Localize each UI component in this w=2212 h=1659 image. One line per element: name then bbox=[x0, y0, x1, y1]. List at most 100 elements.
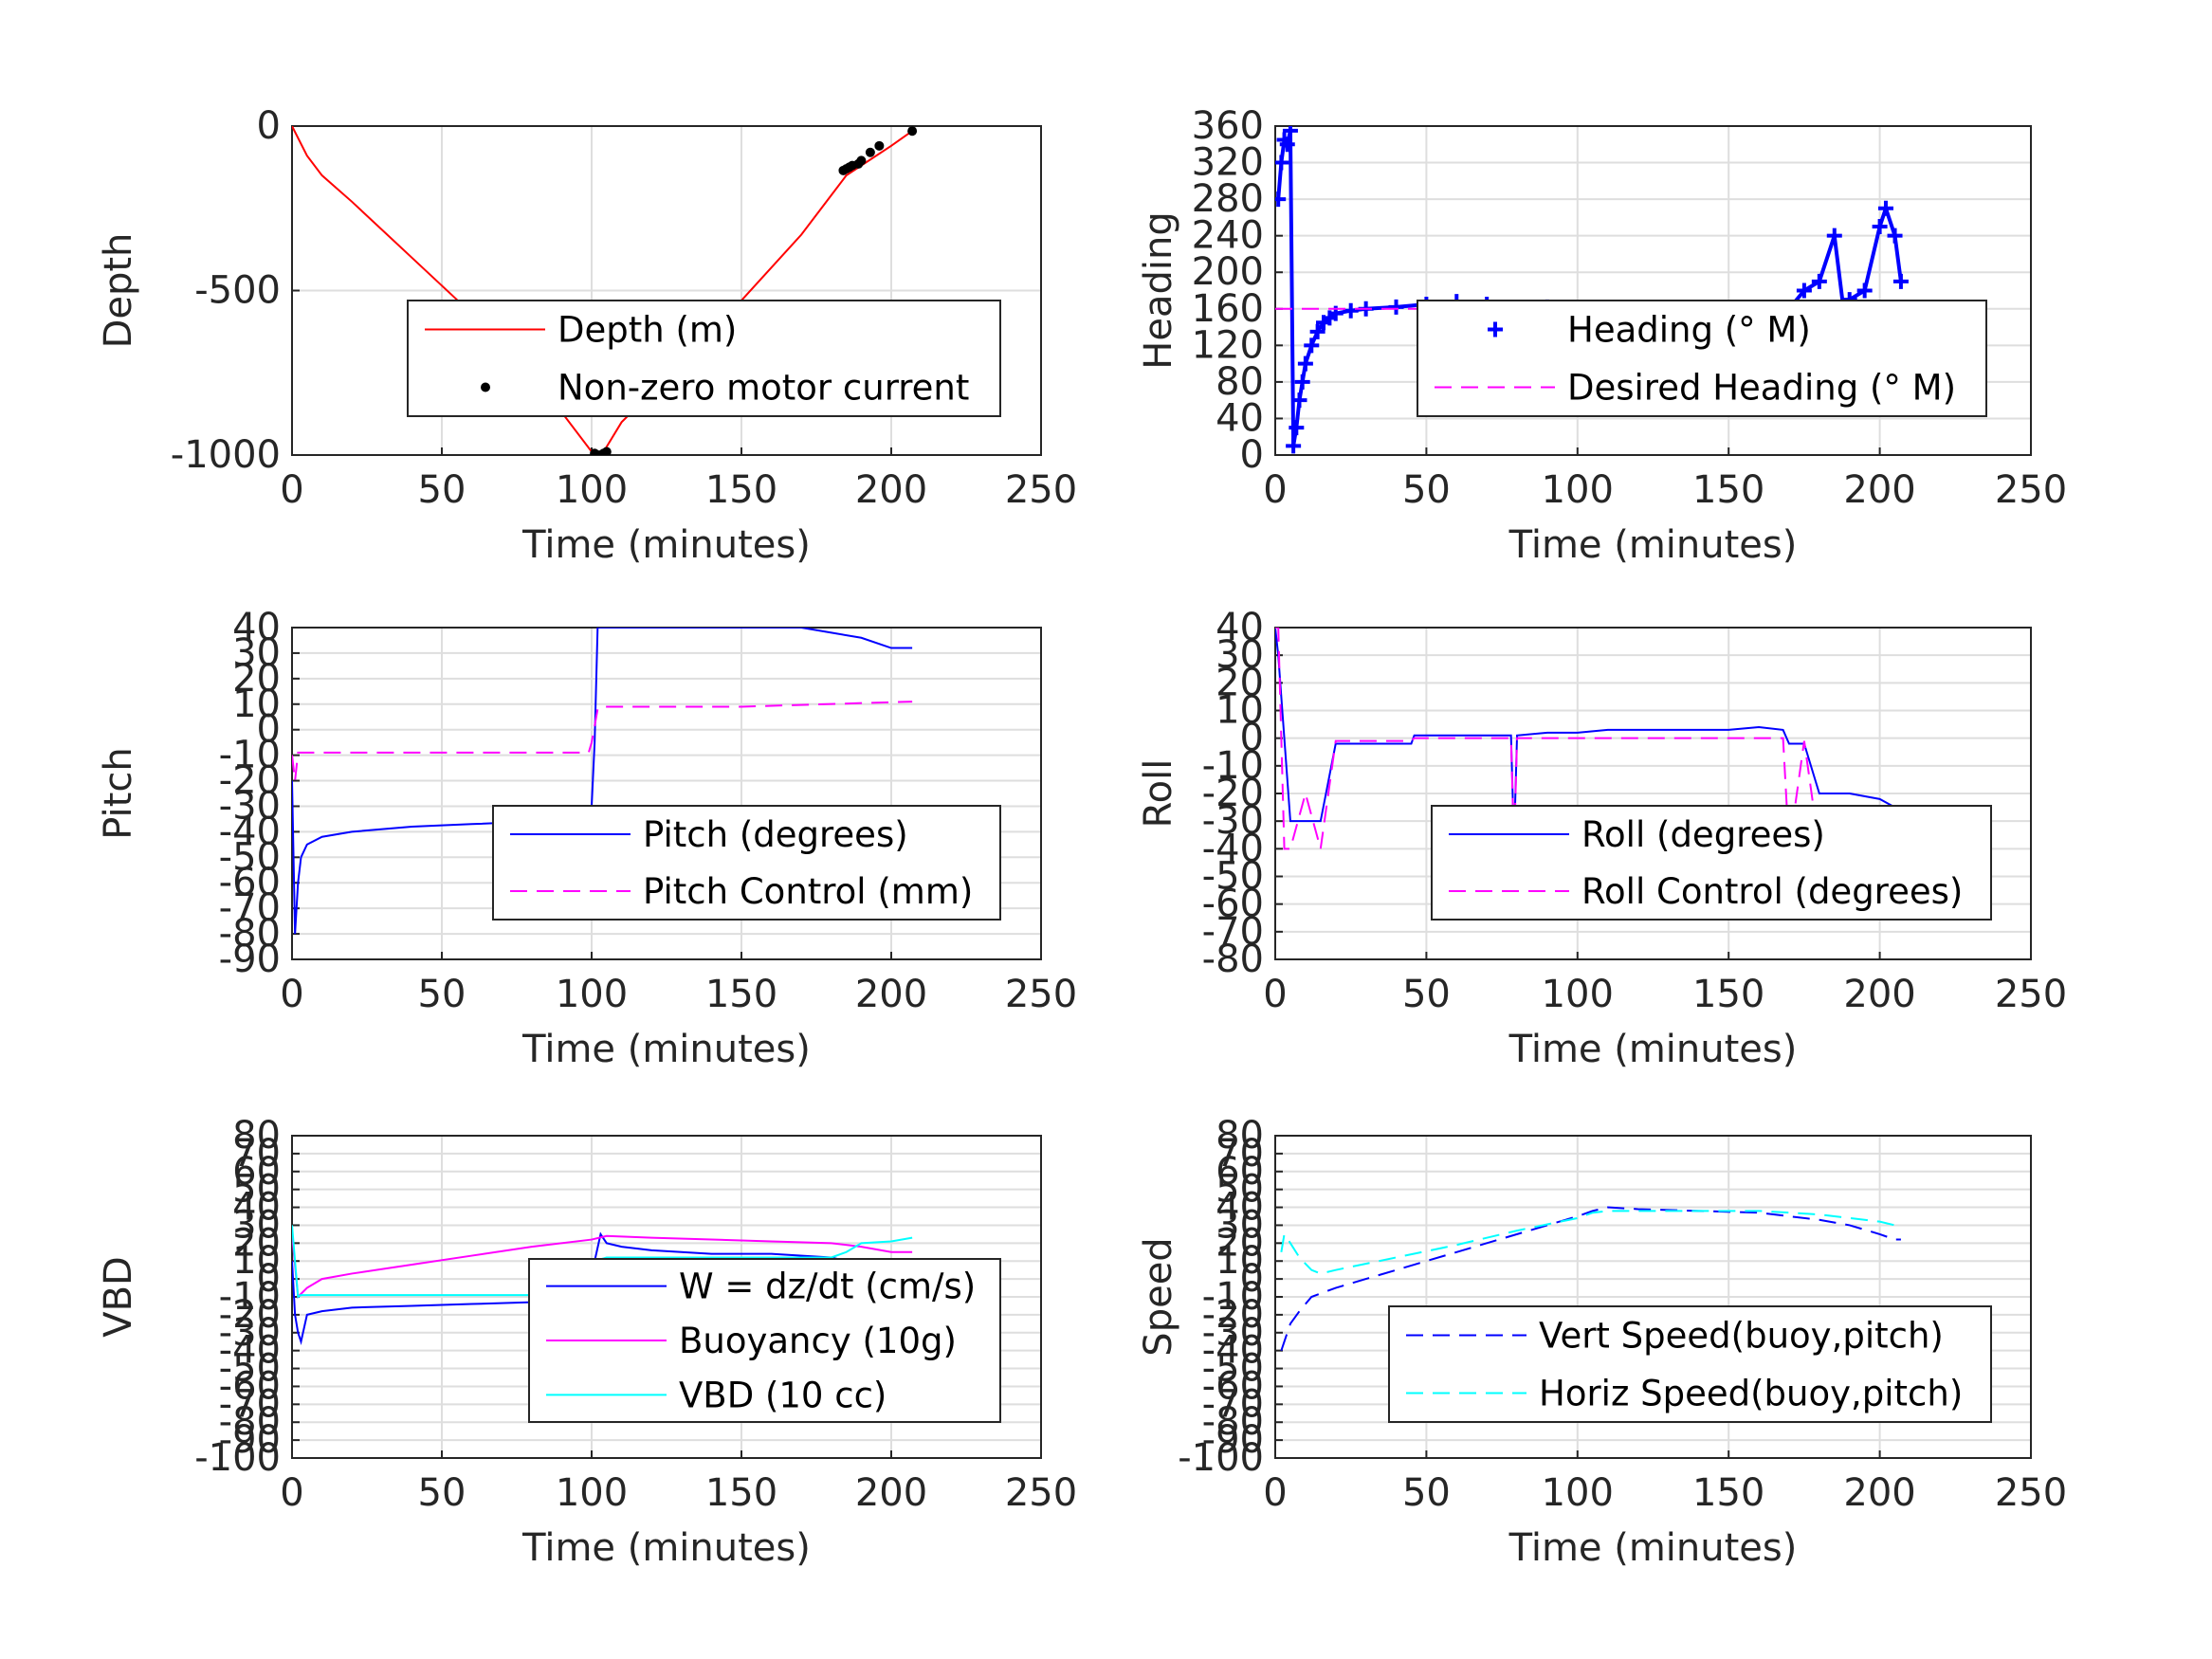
data-point-motor-current bbox=[601, 447, 612, 455]
data-point-heading bbox=[1877, 200, 1893, 216]
y-tick-label: -60 bbox=[219, 861, 281, 904]
x-tick-label: 50 bbox=[1402, 468, 1451, 512]
y-axis-label: Pitch bbox=[97, 747, 140, 839]
y-tick-label: 80 bbox=[232, 1114, 281, 1158]
y-tick-label: -70 bbox=[219, 886, 281, 930]
y-tick-label: 30 bbox=[1216, 633, 1264, 677]
legend-label: Roll Control (degrees) bbox=[1581, 871, 1963, 912]
series-line-0 bbox=[1280, 1206, 1901, 1351]
panel-2: 0 50 100 150 200 2500408012016020024028032036… bbox=[1137, 104, 2067, 567]
axes-frame bbox=[291, 1135, 1042, 1459]
y-axis-label: Heading bbox=[1137, 211, 1180, 369]
series-line-1 bbox=[292, 701, 913, 781]
y-tick-label: 60 bbox=[1216, 1150, 1264, 1194]
axes-frame bbox=[291, 125, 1042, 456]
y-tick-label: -90 bbox=[219, 1418, 281, 1462]
y-tick-label: -10 bbox=[1202, 744, 1264, 788]
axes-frame bbox=[1274, 627, 2032, 960]
y-tick-label: -90 bbox=[1202, 1418, 1264, 1462]
y-tick-label: 0 bbox=[257, 104, 281, 148]
y-tick-label: 0 bbox=[1240, 717, 1264, 760]
y-tick-label: 30 bbox=[232, 1203, 281, 1247]
y-tick-label: 0 bbox=[1240, 433, 1264, 477]
y-tick-label: 20 bbox=[1216, 1221, 1264, 1265]
y-axis-label: Roll bbox=[1137, 759, 1180, 829]
y-tick-label: -50 bbox=[219, 835, 281, 879]
y-tick-label: 40 bbox=[1216, 1186, 1264, 1230]
y-tick-label: -50 bbox=[1202, 1347, 1264, 1391]
y-tick-label: -100 bbox=[1178, 1436, 1264, 1480]
x-tick-label: 250 bbox=[1005, 1471, 1077, 1515]
y-tick-label: 10 bbox=[1216, 1239, 1264, 1283]
legend-label: Depth (m) bbox=[558, 310, 737, 351]
legend-label: VBD (10 cc) bbox=[679, 1375, 887, 1415]
y-tick-label: 10 bbox=[1216, 689, 1264, 733]
y-tick-label: -50 bbox=[219, 1347, 281, 1391]
series-line-0 bbox=[1275, 628, 1901, 844]
y-tick-label: 10 bbox=[232, 683, 281, 726]
x-tick-label: 200 bbox=[855, 1471, 927, 1515]
legend-label: Roll (degrees) bbox=[1581, 814, 1825, 855]
y-tick-label: -1000 bbox=[171, 433, 281, 477]
legend-label: Heading (° M) bbox=[1567, 310, 1811, 351]
y-tick-label: -80 bbox=[219, 912, 281, 956]
x-tick-label: 0 bbox=[1263, 973, 1287, 1016]
y-tick-label: -60 bbox=[1202, 883, 1264, 926]
y-tick-label: 30 bbox=[232, 631, 281, 675]
y-tick-label: -30 bbox=[219, 784, 281, 828]
data-point-heading bbox=[1796, 283, 1812, 299]
data-point-heading bbox=[1275, 155, 1289, 171]
data-layer bbox=[1280, 1206, 1901, 1351]
data-point-motor-current bbox=[856, 155, 867, 166]
legend-label: Desired Heading (° M) bbox=[1567, 368, 1956, 409]
data-layer bbox=[1275, 628, 1901, 850]
y-tick-label: 20 bbox=[232, 657, 281, 701]
x-axis-label: Time (minutes) bbox=[1508, 1526, 1798, 1570]
legend: Pitch (degrees) Pitch Control (mm) bbox=[492, 805, 1001, 921]
x-tick-label: 0 bbox=[280, 973, 303, 1016]
legend-label: Pitch Control (mm) bbox=[643, 871, 973, 912]
y-tick-label: -80 bbox=[1202, 938, 1264, 981]
y-tick-label: 20 bbox=[1216, 661, 1264, 704]
data-point-heading bbox=[1388, 299, 1404, 315]
data-point-motor-current bbox=[907, 126, 918, 137]
legend-label: Non-zero motor current bbox=[558, 368, 969, 409]
x-tick-label: 200 bbox=[855, 973, 927, 1016]
data-point-heading bbox=[1811, 273, 1827, 289]
x-tick-label: 100 bbox=[1542, 973, 1614, 1016]
legend-label: Pitch (degrees) bbox=[643, 814, 908, 855]
y-tick-label: 60 bbox=[232, 1150, 281, 1194]
data-point-heading bbox=[1304, 337, 1320, 354]
legend-box bbox=[492, 805, 1001, 921]
y-axis-label: VBD bbox=[97, 1256, 140, 1338]
y-tick-label: -90 bbox=[219, 938, 281, 981]
x-tick-label: 0 bbox=[280, 468, 303, 512]
x-tick-label: 50 bbox=[418, 1471, 466, 1515]
legend-box bbox=[1388, 1305, 1992, 1423]
x-tick-label: 150 bbox=[705, 468, 777, 512]
y-tick-label: 40 bbox=[1216, 396, 1264, 440]
y-tick-label: 20 bbox=[232, 1221, 281, 1265]
y-tick-label: -500 bbox=[194, 269, 281, 313]
x-tick-label: 250 bbox=[1995, 973, 2067, 1016]
data-point-heading bbox=[1856, 283, 1873, 299]
y-tick-label: -70 bbox=[1202, 910, 1264, 954]
data-point-heading bbox=[1289, 420, 1305, 436]
data-point-heading bbox=[1286, 438, 1302, 454]
series-line-1 bbox=[1280, 1210, 1901, 1275]
y-tick-label: -70 bbox=[1202, 1382, 1264, 1426]
y-tick-label: 40 bbox=[1216, 606, 1264, 649]
data-layer bbox=[292, 126, 918, 455]
legend: Depth (m) Non-zero motor current bbox=[407, 300, 1001, 417]
y-tick-label: 240 bbox=[1192, 214, 1264, 258]
y-tick-label: -80 bbox=[1202, 1400, 1264, 1444]
y-tick-label: -10 bbox=[219, 1275, 281, 1319]
legend: Vert Speed(buoy,pitch) Horiz Speed(buoy,p… bbox=[1388, 1305, 1992, 1423]
data-point-heading bbox=[1887, 228, 1903, 244]
y-tick-label: -20 bbox=[219, 759, 281, 803]
x-tick-label: 100 bbox=[556, 468, 628, 512]
y-tick-label: -100 bbox=[194, 1436, 281, 1480]
x-tick-label: 50 bbox=[1402, 973, 1451, 1016]
y-tick-label: -40 bbox=[1202, 1329, 1264, 1373]
